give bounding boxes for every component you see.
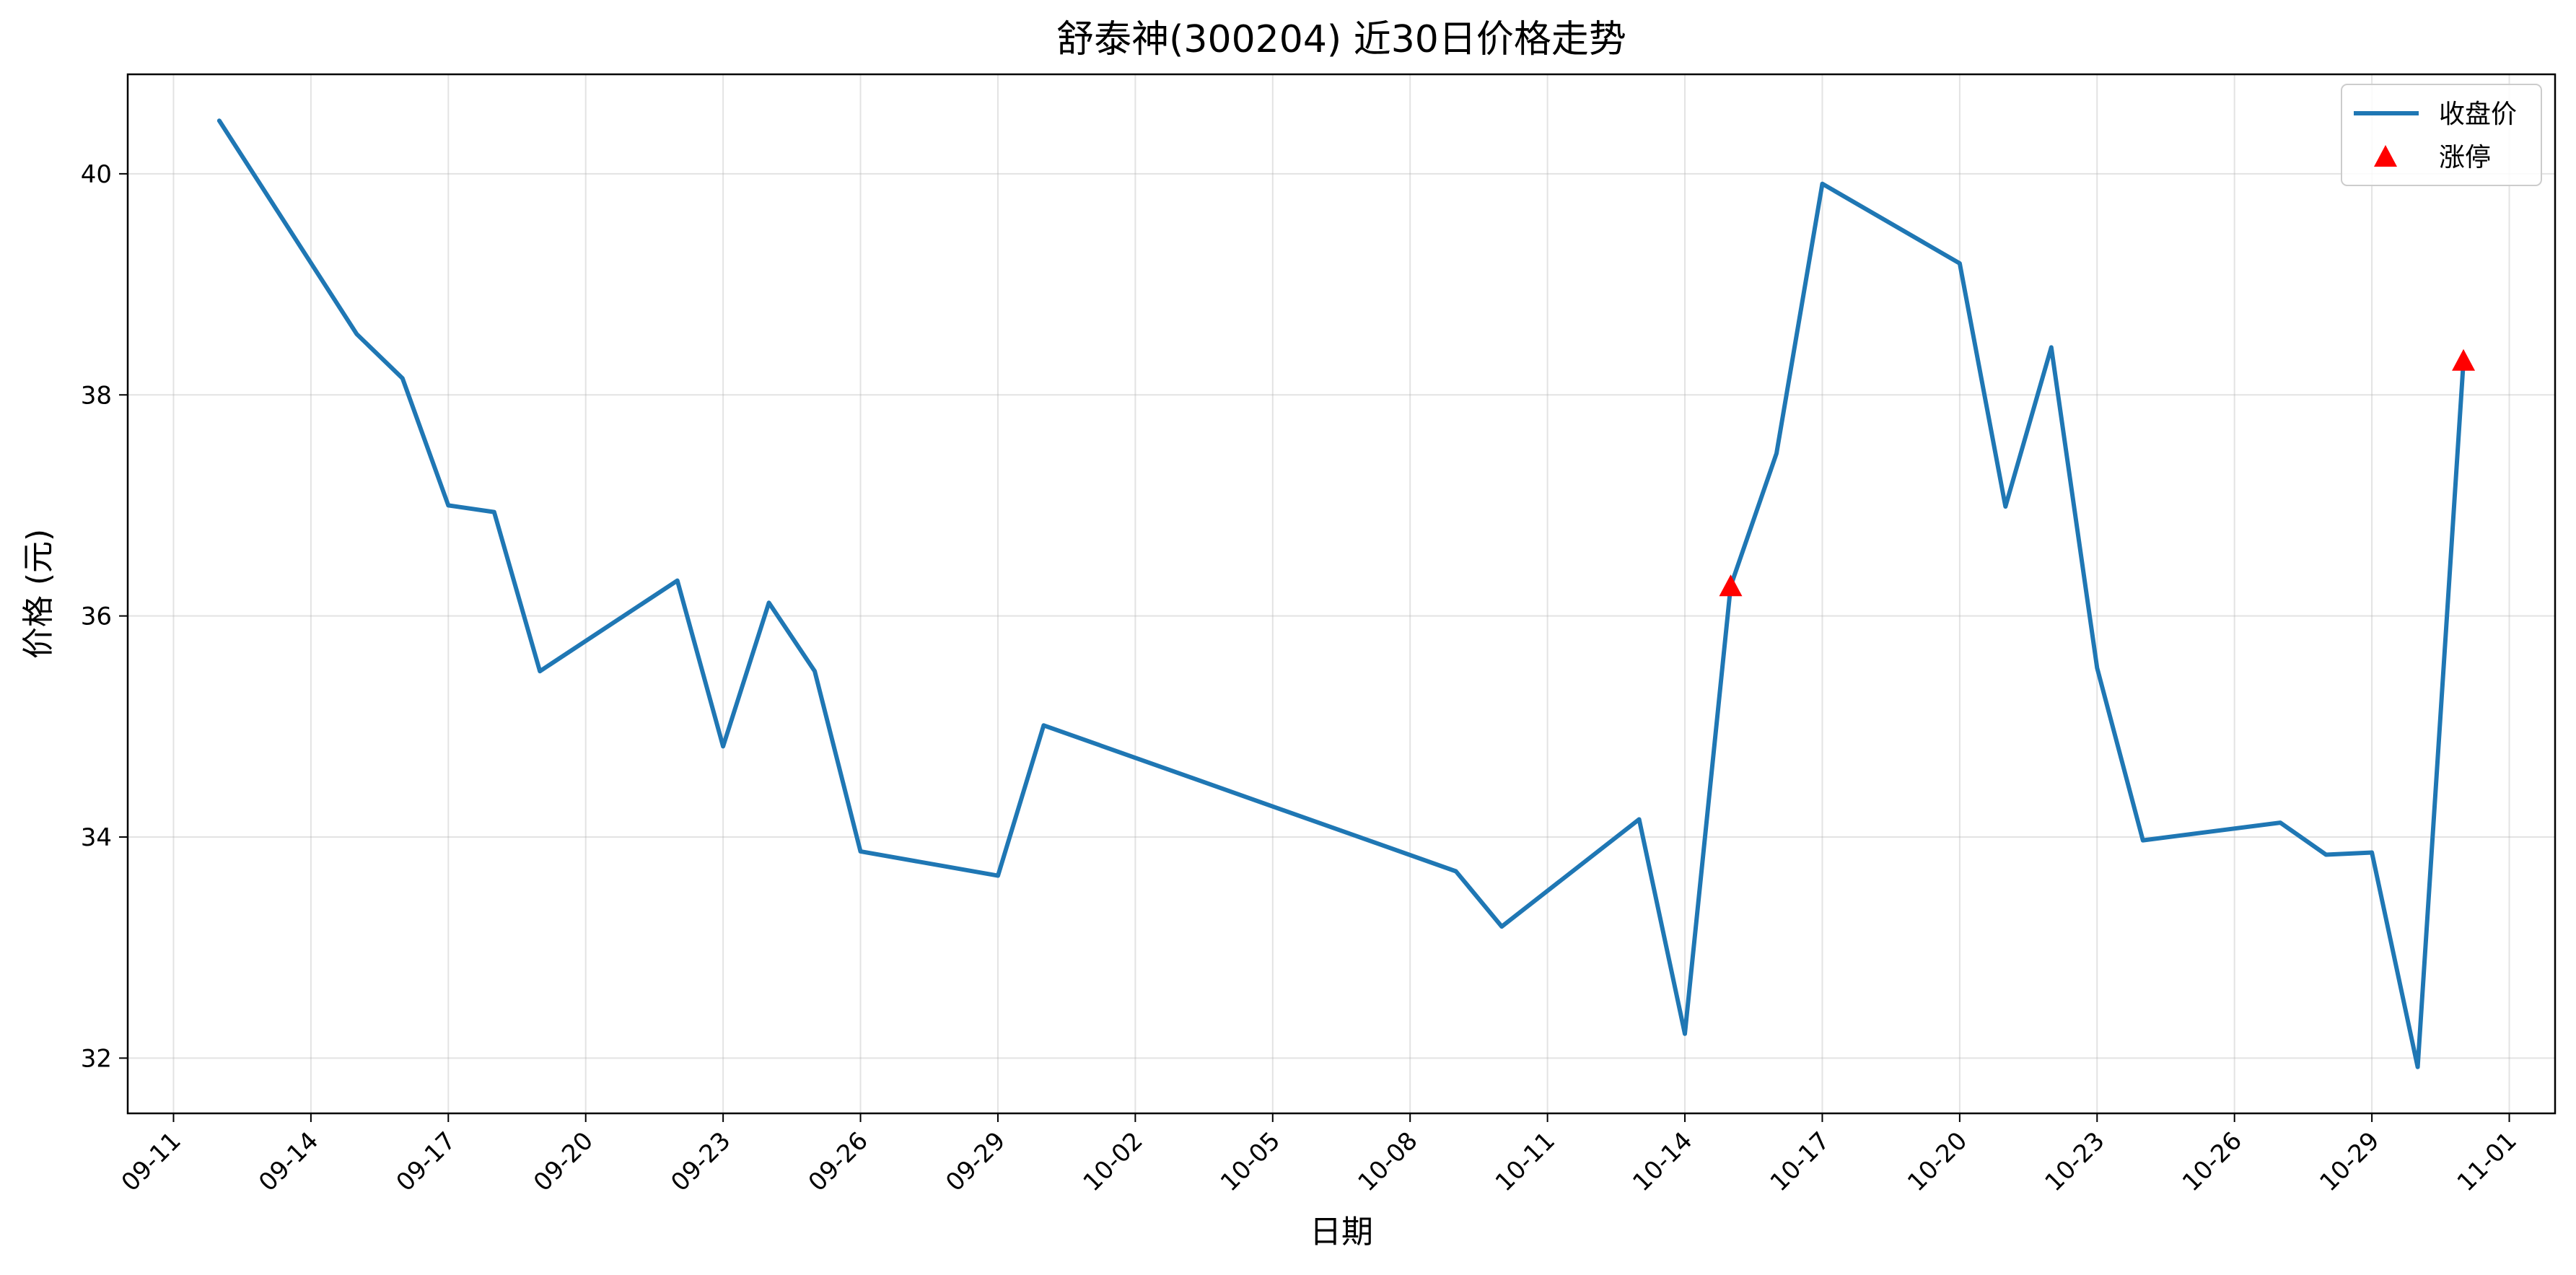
y-axis-label: 价格 (元) [20,529,57,659]
y-tick-label: 32 [81,1044,112,1073]
x-tick-label: 09-29 [940,1126,1011,1197]
y-tick-label: 34 [81,823,112,852]
x-tick-label: 10-11 [1490,1126,1561,1197]
x-tick-label: 10-23 [2040,1126,2111,1197]
legend-triangle-icon [2374,145,2397,167]
legend-label-limit-up: 涨停 [2439,143,2491,172]
x-tick-label: 09-11 [116,1126,187,1197]
y-tick-label: 38 [81,381,112,410]
y-tick-label: 40 [81,160,112,189]
x-axis-label: 日期 [1310,1214,1373,1250]
legend-label-close: 收盘价 [2439,100,2517,129]
x-tick-label: 09-14 [253,1126,324,1197]
x-tick-label: 10-02 [1078,1126,1149,1197]
legend: 收盘价 涨停 [2341,84,2542,186]
plot-frame [126,73,2557,1115]
x-tick-label: 09-23 [665,1126,736,1197]
x-tick-label: 10-14 [1627,1126,1698,1197]
x-tick-label: 09-26 [803,1126,874,1197]
marker-layer [1719,349,2476,597]
close-price-line [216,118,2466,1069]
x-tick-label: 10-05 [1215,1126,1286,1197]
x-tick-label: 10-08 [1352,1126,1423,1197]
grid-layer [128,74,2555,1113]
limit-up-marker [2452,349,2476,371]
chart-title: 舒泰神(300204) 近30日价格走势 [1056,18,1626,61]
x-tick-label: 10-26 [2177,1126,2248,1197]
x-tick-label: 10-29 [2314,1126,2385,1197]
x-tick-label: 09-20 [528,1126,599,1197]
x-tick-label: 11-01 [2452,1126,2523,1197]
x-tick-label: 10-20 [1902,1126,1973,1197]
x-tick-label: 09-17 [391,1126,462,1197]
tick-layer: 09-11 09-14 09-17 09-20 09-23 09-26 09-29 10-02… [81,160,2523,1197]
y-tick-label: 36 [81,603,112,631]
x-tick-label: 10-17 [1765,1126,1836,1197]
series-layer [216,118,2466,1069]
limit-up-marker [1719,574,1743,597]
